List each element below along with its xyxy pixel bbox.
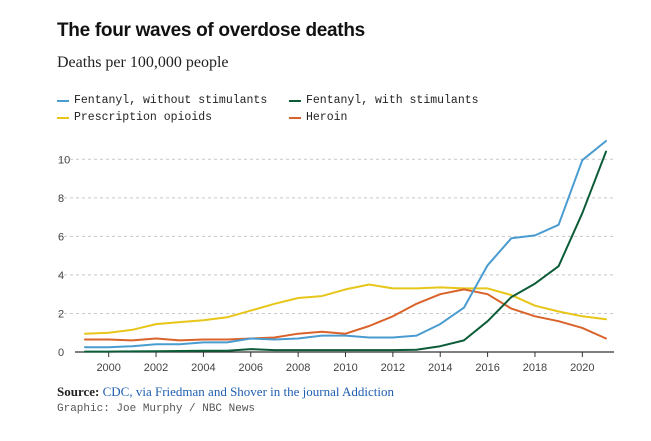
- legend-swatch-prescription-opioids: [57, 116, 69, 119]
- legend-item-heroin: Heroin: [289, 111, 347, 124]
- legend-swatch-fentanyl-with-stimulants: [289, 99, 301, 102]
- x-tick-label-2010: 2010: [333, 362, 357, 374]
- grid-layer: [58, 158, 614, 314]
- y-tick-label-2: 2: [58, 308, 64, 320]
- x-tick-label-2006: 2006: [239, 362, 263, 374]
- source-label: Source:: [57, 384, 100, 399]
- y-tick-label-8: 8: [58, 193, 64, 205]
- legend-label-fentanyl-without-stimulants: Fentanyl, without stimulants: [74, 94, 268, 107]
- x-tick-label-2016: 2016: [475, 362, 499, 374]
- legend-label-prescription-opioids: Prescription opioids: [74, 111, 213, 124]
- legend-label-fentanyl-with-stimulants: Fentanyl, with stimulants: [306, 94, 479, 107]
- chart-subtitle: Deaths per 100,000 people: [57, 54, 229, 71]
- x-tick-label-2008: 2008: [286, 362, 310, 374]
- y-tick-label-0: 0: [58, 347, 64, 359]
- x-tick-label-2020: 2020: [570, 362, 594, 374]
- source-link[interactable]: CDC, via Friedman and Shover in the jour…: [102, 384, 395, 399]
- series-layer: [84, 140, 607, 353]
- x-tick-label-2004: 2004: [191, 362, 215, 374]
- legend-swatch-fentanyl-without-stimulants: [57, 99, 69, 102]
- x-tick-label-2000: 2000: [96, 362, 120, 374]
- x-tick-label-2018: 2018: [523, 362, 547, 374]
- legend-item-fentanyl-without-stimulants: Fentanyl, without stimulants: [57, 94, 267, 107]
- chart-title: The four waves of overdose deaths: [57, 20, 365, 41]
- y-tick-label-6: 6: [58, 231, 64, 243]
- x-tick-label-2002: 2002: [144, 362, 168, 374]
- legend-item-fentanyl-with-stimulants: Fentanyl, with stimulants: [289, 94, 479, 107]
- series-line-heroin: [84, 288, 607, 342]
- axis-layer: 0 2 4 6 8 10 2000 2002 2004 2006 2008 2010 2012 2014 2…: [58, 154, 614, 374]
- legend-label-heroin: Heroin: [306, 111, 348, 124]
- x-tick-label-2012: 2012: [381, 362, 405, 374]
- legend-swatch-heroin: [289, 116, 301, 119]
- legend-item-prescription-opioids: Prescription opioids: [57, 111, 212, 124]
- source-note: Source: CDC, via Friedman and Shover in …: [57, 384, 394, 400]
- x-tick-label-2014: 2014: [428, 362, 452, 374]
- y-tick-label-4: 4: [58, 270, 64, 282]
- y-tick-label-10: 10: [58, 154, 70, 166]
- series-line-fentanyl-without-stimulants: [84, 140, 607, 349]
- series-line-prescription-opioids: [84, 283, 607, 335]
- series-line-fentanyl-with-stimulants: [84, 150, 607, 353]
- graphic-credit: Graphic: Joe Murphy / NBC News: [57, 403, 256, 415]
